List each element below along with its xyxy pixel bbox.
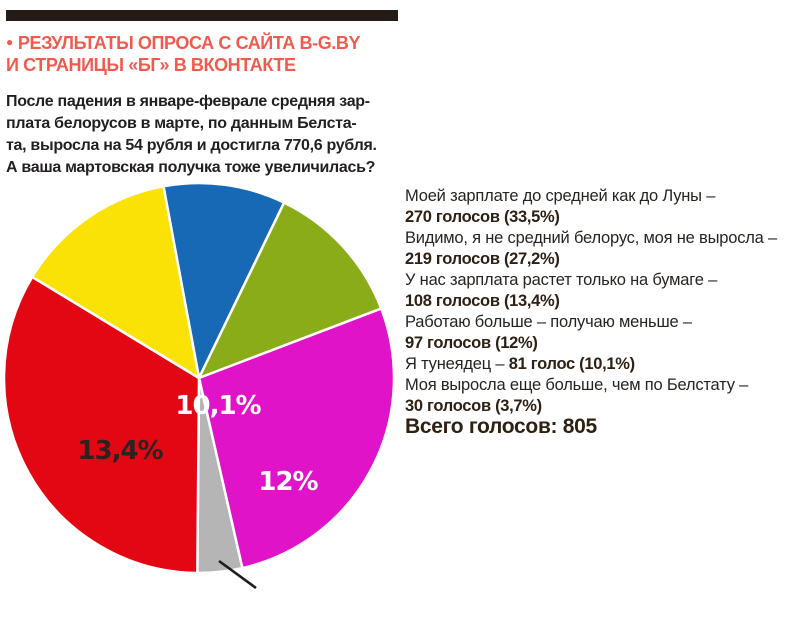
legend-entry: 108 голосов (13,4%): [405, 291, 797, 312]
legend-entry: 219 голосов (27,2%): [405, 249, 797, 270]
pie-slice-13-4-: [30, 185, 201, 380]
legend-entry: 270 голосов (33,5%): [405, 207, 797, 228]
legend-entry: Моя выросла еще больше, чем по Белстату …: [405, 375, 797, 396]
intro-paragraph: После падения в январе-феврале средняя з…: [6, 91, 410, 179]
legend-question: У нас зарплата растет только на бумаге –: [405, 271, 718, 289]
legend-votes: 219 голосов (27,2%): [405, 250, 560, 268]
intro-line: та, выросла на 54 рубля и достигла 770,6…: [6, 137, 377, 154]
top-rule: [6, 10, 398, 21]
legend-votes: 30 голосов (3,7%): [405, 397, 542, 415]
pie-label-27-2: 27,2%: [251, 572, 362, 611]
legend-question: Я тунеядец –: [405, 355, 509, 373]
legend-entry: Видимо, я не средний белорус, моя не выр…: [405, 228, 797, 249]
legend-votes: 97 голосов (12%): [405, 334, 538, 352]
pie-slice-33-5-: [2, 275, 201, 575]
legend-question: Работаю больше – получаю меньше –: [405, 313, 692, 331]
legend-entry: У нас зарплата растет только на бумаге –: [405, 270, 797, 291]
pie-slice-27-2-: [197, 307, 396, 570]
legend-votes: 108 голосов (13,4%): [405, 292, 560, 310]
legend: Моей зарплате до средней как до Луны – 2…: [405, 186, 797, 417]
pie-label-10-1: 10,1%: [175, 391, 261, 421]
intro-line: После падения в январе-феврале средняя з…: [6, 93, 370, 110]
pie-label-13-4: 13,4%: [77, 436, 163, 466]
page-title: ● РЕЗУЛЬТАТЫ ОПРОСА С САЙТА B-G.BY И СТРА…: [6, 31, 406, 76]
legend-entry: Я тунеядец – 81 голос (10,1%): [405, 354, 797, 375]
bullet-icon: ●: [6, 35, 13, 49]
pie-label-33-5: 33,5%: [13, 600, 173, 617]
legend-votes: 81 голос (10,1%): [508, 355, 635, 373]
legend-question: Моей зарплате до средней как до Луны –: [405, 187, 716, 205]
intro-line: плата белорусов в марте, по данным Белст…: [6, 115, 357, 132]
legend-votes: 270 голосов (33,5%): [405, 208, 560, 226]
pie-slice-10-1-: [162, 181, 286, 380]
title-line-1: ● РЕЗУЛЬТАТЫ ОПРОСА С САЙТА B-G.BY: [6, 31, 406, 54]
title-text-1: РЕЗУЛЬТАТЫ ОПРОСА С САЙТА B-G.BY: [17, 33, 361, 53]
title-line-2: И СТРАНИЦЫ «БГ» В ВКОНТАКТЕ: [6, 55, 296, 75]
pie-label-12: 12%: [258, 467, 318, 497]
legend-entry: 30 голосов (3,7%): [405, 396, 797, 417]
total-votes: Всего голосов: 805: [405, 415, 597, 438]
legend-question: Моя выросла еще больше, чем по Белстату …: [405, 376, 749, 394]
pie-chart-area: 10,1% 12% 27,2% 3,7% 33,5% 13,4%: [0, 180, 400, 617]
pie-chart: [2, 181, 396, 590]
legend-entry: Работаю больше – получаю меньше –: [405, 312, 797, 333]
pie-slice-12-: [197, 201, 383, 380]
intro-line: А ваша мартовская получка тоже увеличила…: [6, 159, 376, 176]
legend-question: Видимо, я не средний белорус, моя не выр…: [405, 229, 778, 247]
legend-entry: 97 голосов (12%): [405, 333, 797, 354]
legend-entry: Моей зарплате до средней как до Луны –: [405, 186, 797, 207]
leader-line-3-7: [218, 559, 257, 590]
